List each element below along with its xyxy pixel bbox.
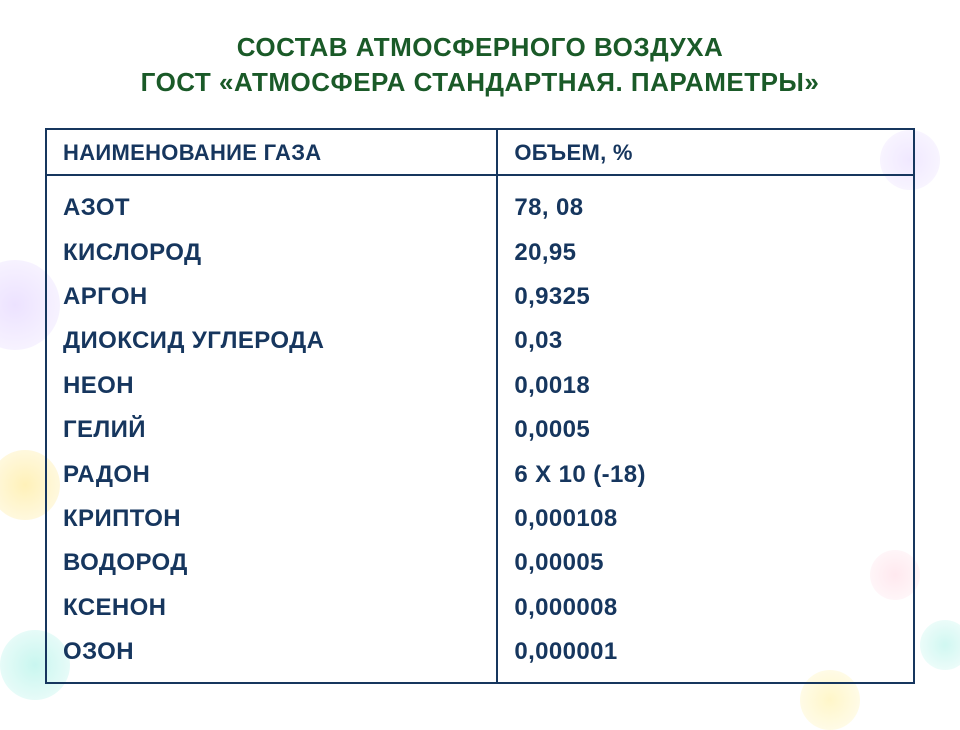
gas-value: 6 Х 10 (-18) bbox=[514, 453, 897, 497]
header-gas-name: НАИМЕНОВАНИЕ ГАЗА bbox=[46, 129, 497, 175]
gas-value: 0,00005 bbox=[514, 541, 897, 585]
gas-value: 0,0018 bbox=[514, 364, 897, 408]
gas-name: АРГОН bbox=[63, 275, 480, 319]
gas-value: 0,03 bbox=[514, 319, 897, 363]
gas-name: НЕОН bbox=[63, 364, 480, 408]
gas-name: ОЗОН bbox=[63, 630, 480, 674]
table-data-row: АЗОТКИСЛОРОДАРГОНДИОКСИД УГЛЕРОДАНЕОНГЕЛ… bbox=[46, 175, 914, 683]
gas-name: КРИПТОН bbox=[63, 497, 480, 541]
gas-value: 0,000001 bbox=[514, 630, 897, 674]
header-volume: ОБЪЕМ, % bbox=[497, 129, 914, 175]
gas-names-cell: АЗОТКИСЛОРОДАРГОНДИОКСИД УГЛЕРОДАНЕОНГЕЛ… bbox=[46, 175, 497, 683]
gas-name: ДИОКСИД УГЛЕРОДА bbox=[63, 319, 480, 363]
gas-name: РАДОН bbox=[63, 453, 480, 497]
title-line-2: ГОСТ «АТМОСФЕРА СТАНДАРТНАЯ. ПАРАМЕТРЫ» bbox=[45, 65, 915, 100]
composition-table: НАИМЕНОВАНИЕ ГАЗА ОБЪЕМ, % АЗОТКИСЛОРОДА… bbox=[45, 128, 915, 684]
gas-name: КИСЛОРОД bbox=[63, 231, 480, 275]
gas-value: 78, 08 bbox=[514, 186, 897, 230]
gas-name: КСЕНОН bbox=[63, 586, 480, 630]
slide-title: СОСТАВ АТМОСФЕРНОГО ВОЗДУХА ГОСТ «АТМОСФ… bbox=[45, 30, 915, 100]
gas-value: 0,9325 bbox=[514, 275, 897, 319]
gas-value: 0,000108 bbox=[514, 497, 897, 541]
slide-content: СОСТАВ АТМОСФЕРНОГО ВОЗДУХА ГОСТ «АТМОСФ… bbox=[0, 0, 960, 704]
title-line-1: СОСТАВ АТМОСФЕРНОГО ВОЗДУХА bbox=[45, 30, 915, 65]
gas-name: АЗОТ bbox=[63, 186, 480, 230]
table-header-row: НАИМЕНОВАНИЕ ГАЗА ОБЪЕМ, % bbox=[46, 129, 914, 175]
gas-name: ВОДОРОД bbox=[63, 541, 480, 585]
gas-value: 20,95 bbox=[514, 231, 897, 275]
gas-value: 0,000008 bbox=[514, 586, 897, 630]
gas-name: ГЕЛИЙ bbox=[63, 408, 480, 452]
gas-values-cell: 78, 0820,950,93250,030,00180,00056 Х 10 … bbox=[497, 175, 914, 683]
gas-value: 0,0005 bbox=[514, 408, 897, 452]
